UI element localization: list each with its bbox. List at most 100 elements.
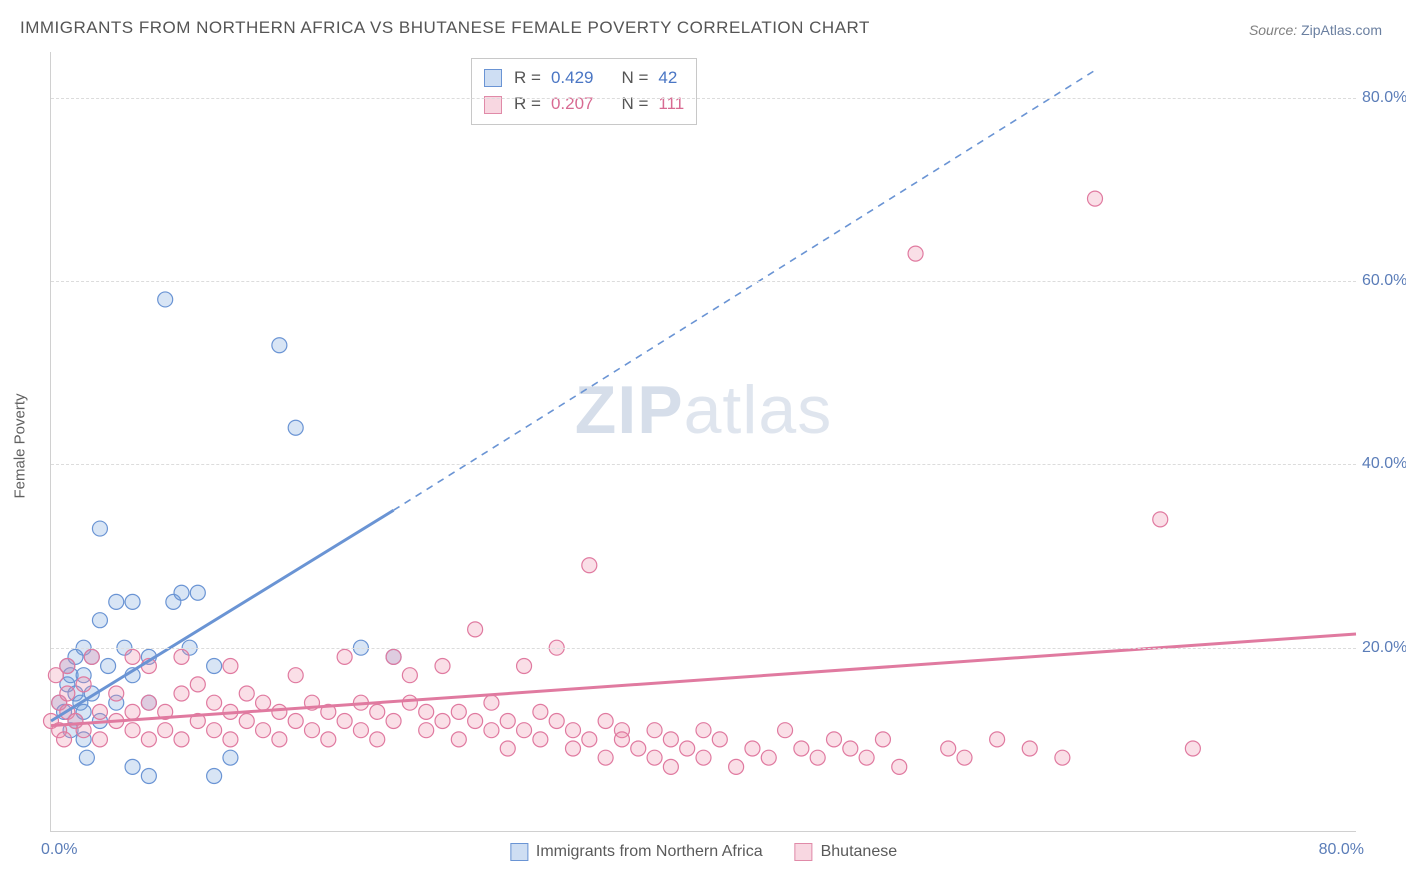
data-point bbox=[92, 704, 107, 719]
swatch-blue-icon bbox=[510, 843, 528, 861]
r-label: R = bbox=[514, 65, 541, 91]
r-label: R = bbox=[514, 91, 541, 117]
data-point bbox=[761, 750, 776, 765]
data-point bbox=[500, 741, 515, 756]
data-point bbox=[92, 732, 107, 747]
data-point bbox=[288, 668, 303, 683]
data-point bbox=[125, 704, 140, 719]
x-tick-min: 0.0% bbox=[41, 841, 77, 859]
data-point bbox=[582, 558, 597, 573]
data-point bbox=[84, 649, 99, 664]
y-tick-label: 60.0% bbox=[1362, 272, 1406, 290]
data-point bbox=[517, 659, 532, 674]
legend: Immigrants from Northern Africa Bhutanes… bbox=[510, 843, 897, 861]
data-point bbox=[190, 677, 205, 692]
source-label: Source: bbox=[1249, 22, 1297, 38]
data-point bbox=[288, 714, 303, 729]
source-value: ZipAtlas.com bbox=[1301, 22, 1382, 38]
data-point bbox=[207, 659, 222, 674]
data-point bbox=[190, 585, 205, 600]
data-point bbox=[223, 750, 238, 765]
x-tick-max: 80.0% bbox=[1319, 841, 1364, 859]
data-point bbox=[92, 521, 107, 536]
swatch-pink-icon bbox=[795, 843, 813, 861]
regression-line-extrapolated bbox=[394, 70, 1095, 510]
gridline bbox=[51, 464, 1356, 465]
data-point bbox=[794, 741, 809, 756]
data-point bbox=[370, 704, 385, 719]
data-point bbox=[859, 750, 874, 765]
data-point bbox=[549, 714, 564, 729]
data-point bbox=[174, 649, 189, 664]
data-point bbox=[174, 686, 189, 701]
data-point bbox=[1185, 741, 1200, 756]
data-point bbox=[712, 732, 727, 747]
data-point bbox=[582, 732, 597, 747]
y-tick-label: 80.0% bbox=[1362, 89, 1406, 107]
data-point bbox=[109, 594, 124, 609]
data-point bbox=[92, 613, 107, 628]
data-point bbox=[207, 723, 222, 738]
n-label: N = bbox=[621, 65, 648, 91]
data-point bbox=[256, 695, 271, 710]
data-point bbox=[386, 714, 401, 729]
data-point bbox=[125, 594, 140, 609]
data-point bbox=[272, 732, 287, 747]
data-point bbox=[60, 686, 75, 701]
data-point bbox=[827, 732, 842, 747]
data-point bbox=[892, 759, 907, 774]
data-point bbox=[1088, 191, 1103, 206]
data-point bbox=[843, 741, 858, 756]
data-point bbox=[57, 732, 72, 747]
data-point bbox=[696, 750, 711, 765]
data-point bbox=[810, 750, 825, 765]
data-point bbox=[468, 714, 483, 729]
data-point bbox=[484, 723, 499, 738]
data-point bbox=[484, 695, 499, 710]
data-point bbox=[207, 695, 222, 710]
data-point bbox=[875, 732, 890, 747]
data-point bbox=[402, 695, 417, 710]
data-point bbox=[631, 741, 646, 756]
chart-title: IMMIGRANTS FROM NORTHERN AFRICA VS BHUTA… bbox=[20, 18, 870, 38]
data-point bbox=[451, 704, 466, 719]
data-point bbox=[256, 723, 271, 738]
data-point bbox=[451, 732, 466, 747]
data-point bbox=[288, 420, 303, 435]
data-point bbox=[647, 750, 662, 765]
data-point bbox=[305, 723, 320, 738]
data-point bbox=[272, 338, 287, 353]
legend-item-series2: Bhutanese bbox=[795, 843, 898, 861]
gridline bbox=[51, 648, 1356, 649]
legend-label-series2: Bhutanese bbox=[821, 843, 898, 861]
data-point bbox=[141, 769, 156, 784]
data-point bbox=[76, 677, 91, 692]
data-point bbox=[158, 723, 173, 738]
data-point bbox=[353, 723, 368, 738]
data-point bbox=[566, 741, 581, 756]
y-tick-label: 40.0% bbox=[1362, 455, 1406, 473]
r-value-series1: 0.429 bbox=[551, 65, 594, 91]
data-point bbox=[663, 732, 678, 747]
data-point bbox=[79, 750, 94, 765]
data-point bbox=[125, 759, 140, 774]
data-point bbox=[663, 759, 678, 774]
data-point bbox=[386, 649, 401, 664]
data-point bbox=[957, 750, 972, 765]
data-point bbox=[566, 723, 581, 738]
data-point bbox=[680, 741, 695, 756]
data-point bbox=[778, 723, 793, 738]
data-point bbox=[533, 732, 548, 747]
data-point bbox=[60, 659, 75, 674]
gridline bbox=[51, 281, 1356, 282]
data-point bbox=[101, 659, 116, 674]
data-point bbox=[468, 622, 483, 637]
stat-row-series1: R = 0.429 N = 42 bbox=[484, 65, 684, 91]
data-point bbox=[174, 585, 189, 600]
correlation-stats-box: R = 0.429 N = 42 R = 0.207 N = 111 bbox=[471, 58, 697, 125]
gridline bbox=[51, 98, 1356, 99]
y-tick-label: 20.0% bbox=[1362, 639, 1406, 657]
y-axis-label: Female Poverty bbox=[12, 393, 29, 498]
data-point bbox=[1055, 750, 1070, 765]
data-point bbox=[419, 723, 434, 738]
